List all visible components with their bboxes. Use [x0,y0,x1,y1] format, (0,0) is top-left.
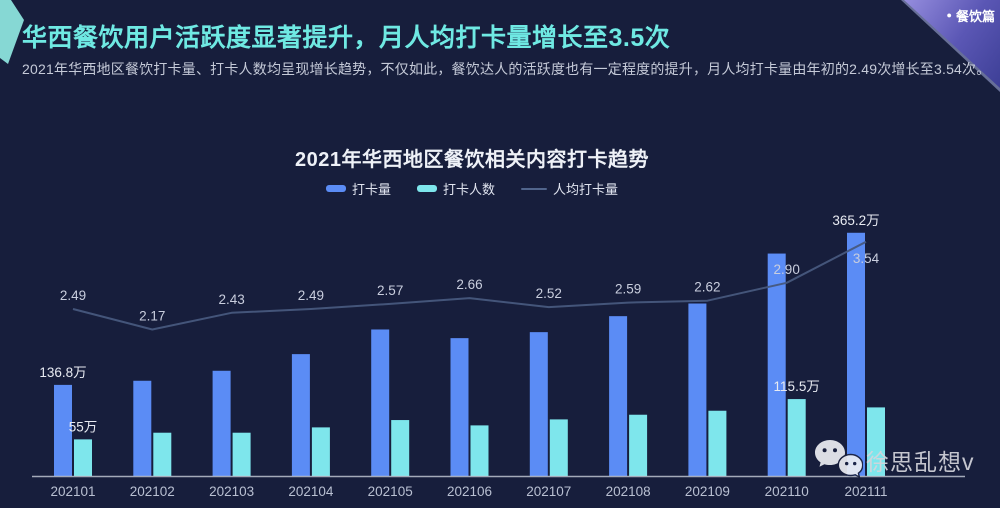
bar-checkin-volume [54,384,72,476]
line-value-label: 2.49 [60,288,86,303]
line-value-label: 2.17 [139,308,165,323]
line-value-label: 2.62 [694,280,720,295]
bar-checkin-volume [371,329,390,476]
page-subtitle: 2021年华西地区餐饮打卡量、打卡人数均呈现增长趋势，不仅如此，餐饮达人的活跃度… [22,61,991,77]
bar-value-label: 365.2万 [832,213,879,228]
bar-value-label: 136.8万 [39,365,86,380]
legend-swatch-cyan-bar [416,185,437,192]
bar-checkin-volume [212,370,231,476]
line-value-label: 2.66 [456,277,482,292]
bar-checkin-volume [688,303,707,476]
page-title: 华西餐饮用户活跃度显著提升，月人均打卡量增长至3.5次 [22,24,671,52]
section-badge-label: 餐饮篇 [955,9,995,24]
bar-checkin-users [311,427,330,476]
bar-value-label: 55万 [69,419,98,434]
bar-checkin-users [708,410,727,476]
bar-checkin-volume [450,338,469,476]
corner-decoration-icon [0,0,24,64]
section-badge: ● 餐饮篇 [947,6,995,25]
line-value-label: 2.43 [218,292,244,307]
trend-line [72,240,867,331]
x-axis-label: 202105 [368,484,413,499]
chart-legend: 打卡量 打卡人数 人均打卡量 [0,179,944,198]
bar-checkin-volume [609,316,628,476]
bar-checkin-users [153,432,172,476]
legend-item-checkin-users: 打卡人数 [416,179,495,198]
bar-checkin-users [629,414,648,476]
x-axis-label: 202109 [685,484,730,499]
line-value-label: 3.54 [853,251,880,266]
bar-checkin-volume [847,232,865,476]
x-axis-label: 202111 [844,484,887,499]
legend-label-checkin-volume: 打卡量 [351,182,391,197]
bar-checkin-users [470,425,489,476]
bar-checkin-users [232,432,251,476]
legend-label-avg-checkin: 人均打卡量 [553,182,619,197]
bar-checkin-volume [133,380,152,476]
watermark: 徐思乱想v [815,437,975,483]
bar-checkin-users [787,399,806,476]
legend-item-avg-checkin: 人均打卡量 [521,179,618,198]
x-axis-label: 202104 [288,484,334,499]
wechat-icon [815,440,863,479]
bullet-icon: ● [946,10,952,20]
legend-swatch-blue-bar [325,185,346,192]
line-value-label: 2.52 [536,286,562,301]
x-axis-label: 202101 [50,484,95,499]
bar-checkin-users [549,419,568,476]
x-axis-label: 202102 [130,484,175,499]
x-axis-label: 202106 [447,484,492,499]
x-axis-label: 202110 [765,484,809,499]
x-axis-label: 202108 [606,484,651,499]
bar-checkin-volume [291,354,310,476]
line-value-label: 2.90 [774,262,800,277]
line-value-label: 2.59 [615,282,641,297]
bar-checkin-users [74,439,92,476]
bar-value-label: 115.5万 [774,379,820,394]
legend-item-checkin-volume: 打卡量 [325,179,391,198]
x-axis-label: 202107 [526,484,571,499]
chart-title: 2021年华西地区餐饮相关内容打卡趋势 [295,149,649,171]
watermark-name: 徐思乱想v [866,449,975,475]
legend-label-checkin-users: 打卡人数 [442,182,495,197]
bar-checkin-users [391,420,410,476]
bar-checkin-users [867,407,885,476]
legend-swatch-trend-line [521,187,547,190]
line-value-label: 2.57 [377,283,403,298]
line-value-label: 2.49 [298,288,324,303]
bar-checkin-volume [529,332,548,476]
bar-checkin-volume [767,253,786,476]
x-axis-label: 202103 [209,484,254,499]
